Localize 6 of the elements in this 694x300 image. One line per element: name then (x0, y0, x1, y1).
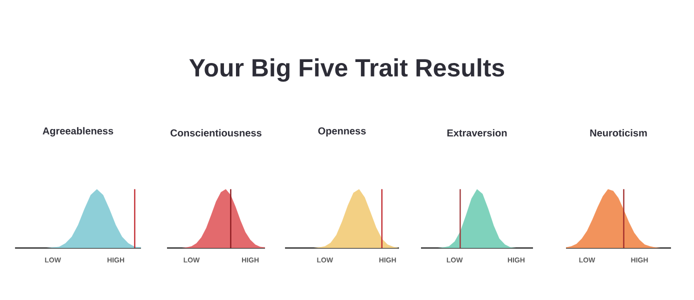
chart-title: Openness (318, 127, 366, 136)
chart-title: Neuroticism (590, 129, 647, 136)
chart-title: Extraversion (447, 129, 507, 136)
text: Your Big Five Trait Results (189, 58, 504, 82)
chart-title: Conscientiousness (170, 129, 262, 136)
chart-title: Agreeableness (42, 127, 114, 136)
